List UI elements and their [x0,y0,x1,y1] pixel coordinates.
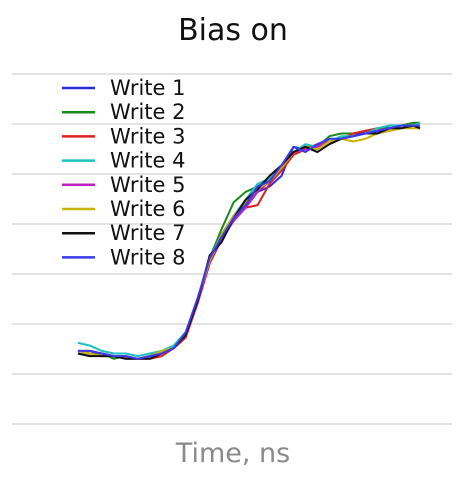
legend-label: Write 1 [110,76,185,100]
legend-label: Write 2 [110,100,185,124]
series-lines [77,121,421,360]
legend-item: Write 4 [62,149,185,173]
grid [12,73,452,425]
legend-label: Write 6 [110,197,185,221]
chart-title: Bias on [178,13,288,48]
legend-item: Write 5 [62,173,185,197]
legend-item: Write 6 [62,197,185,221]
legend-label: Write 7 [110,221,185,245]
legend-item: Write 1 [62,76,185,100]
x-axis-label: Time, ns [175,438,290,469]
legend-label: Write 8 [110,245,185,269]
series-line-8 [78,124,420,360]
legend-label: Write 3 [110,124,185,148]
legend-item: Write 2 [62,100,185,124]
legend-item: Write 7 [62,221,185,245]
legend-item: Write 8 [62,245,185,269]
legend-item: Write 3 [62,124,185,148]
legend-label: Write 5 [110,173,185,197]
legend-label: Write 4 [110,149,185,173]
